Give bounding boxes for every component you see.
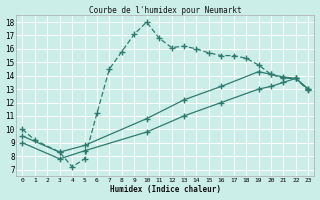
X-axis label: Humidex (Indice chaleur): Humidex (Indice chaleur)	[110, 185, 221, 194]
Title: Courbe de l'humidex pour Neumarkt: Courbe de l'humidex pour Neumarkt	[89, 6, 242, 15]
